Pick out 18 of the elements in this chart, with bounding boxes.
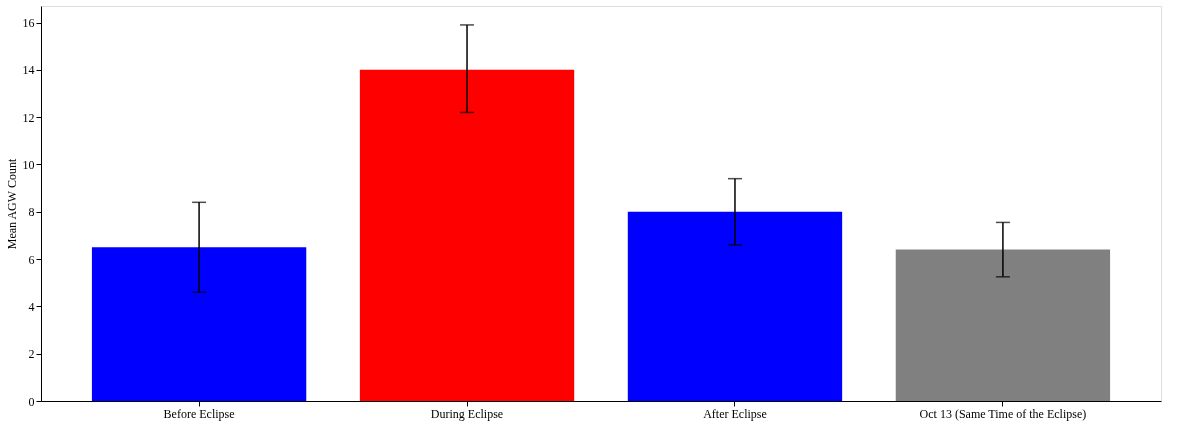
- y-tick-label: 12: [22, 110, 35, 125]
- y-tick-label: 16: [22, 16, 35, 31]
- y-tick-label: 14: [22, 63, 35, 78]
- y-axis-title: Mean AGW Count: [4, 158, 19, 250]
- y-tick-label: 0: [28, 394, 35, 409]
- x-tick-label: Before Eclipse: [163, 406, 235, 421]
- bar: [627, 211, 843, 401]
- bar: [895, 249, 1111, 401]
- y-tick-label: 10: [22, 157, 35, 172]
- y-tick-label: 2: [28, 347, 35, 362]
- bar: [91, 247, 307, 401]
- y-tick-label: 8: [28, 205, 35, 220]
- bar: [359, 69, 575, 401]
- x-tick-label: After Eclipse: [703, 406, 767, 421]
- y-tick-label: 6: [28, 252, 35, 267]
- x-tick-label: During Eclipse: [430, 406, 504, 421]
- y-tick-label: 4: [28, 299, 35, 314]
- x-tick-label: Oct 13 (Same Time of the Eclipse): [919, 406, 1087, 421]
